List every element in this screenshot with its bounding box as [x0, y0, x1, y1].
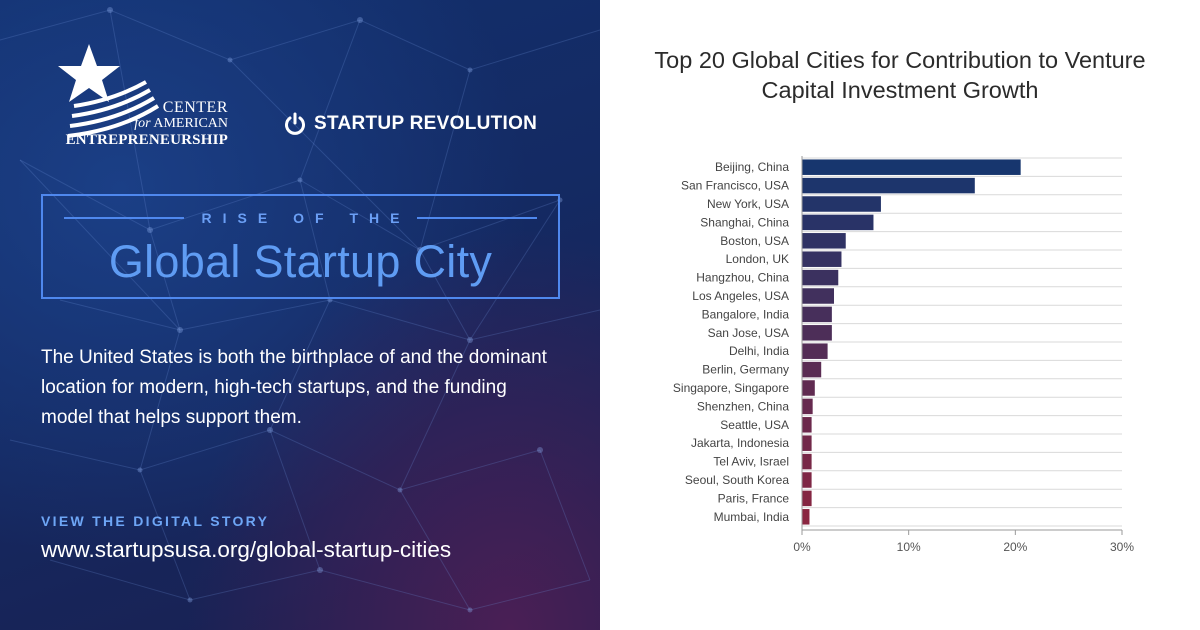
chart-title: Top 20 Global Cities for Contribution to…	[654, 47, 1146, 103]
category-label: Beijing, China	[715, 160, 789, 174]
category-label: Bangalore, India	[702, 307, 790, 321]
category-label: Los Angeles, USA	[692, 289, 789, 303]
bar	[802, 398, 813, 415]
bar	[802, 343, 828, 359]
x-tick-label: 20%	[1003, 540, 1027, 554]
category-label: Shanghai, China	[700, 215, 789, 229]
cta-link[interactable]: www.startupsusa.org/global-startup-citie…	[41, 537, 452, 562]
bar	[802, 306, 832, 323]
startup-revolution-label: STARTUP REVOLUTION	[314, 113, 538, 134]
bar	[802, 472, 812, 488]
bar	[802, 233, 846, 249]
bar	[802, 159, 1021, 175]
power-icon	[285, 112, 305, 135]
category-label: Seoul, South Korea	[685, 473, 789, 487]
bar	[802, 509, 810, 525]
bar	[802, 196, 881, 212]
x-tick-label: 0%	[793, 540, 811, 554]
category-label: Hangzhou, China	[696, 271, 789, 285]
category-label: Jakarta, Indonesia	[691, 436, 789, 450]
title-frame: RISE OF THE Global Startup City	[41, 194, 560, 299]
category-label: Delhi, India	[729, 344, 789, 358]
bar	[802, 361, 822, 378]
bar	[802, 380, 815, 396]
bar-chart: Beijing, China San Francisco, USA New York…	[673, 156, 1134, 554]
bar	[802, 435, 812, 451]
category-label: Singapore, Singapore	[673, 381, 789, 395]
bar	[802, 177, 975, 194]
divider-left	[63, 217, 184, 219]
logo-line-entrepreneurship: ENTREPRENEURSHIP	[65, 132, 228, 148]
category-label: Shenzhen, China	[697, 399, 789, 413]
bar	[802, 269, 839, 286]
series-label: RISE OF THE	[201, 210, 411, 226]
series-label-row: RISE OF THE	[43, 210, 558, 226]
intro-text: The United States is both the birthplace…	[41, 347, 547, 428]
star-logo-icon	[58, 44, 160, 138]
category-label: Tel Aviv, Israel	[713, 455, 789, 469]
category-label: Seattle, USA	[720, 418, 789, 432]
category-label: San Francisco, USA	[681, 179, 789, 193]
bar	[802, 490, 812, 507]
center-logo-text: CENTER for AMERICAN ENTREPRENEURSHIP	[62, 99, 228, 149]
category-label: Mumbai, India	[714, 510, 790, 524]
bar	[802, 214, 874, 231]
category-label: Boston, USA	[720, 234, 789, 248]
cta-label: VIEW THE DIGITAL STORY	[41, 513, 270, 529]
bar	[802, 288, 834, 304]
bar	[802, 453, 812, 470]
bar	[802, 417, 812, 433]
x-tick-label: 30%	[1110, 540, 1134, 554]
logo-line-american: for AMERICAN	[62, 116, 228, 132]
category-label: London, UK	[726, 252, 789, 266]
divider-right	[417, 217, 538, 219]
logo-line-center: CENTER	[162, 99, 228, 116]
bar	[802, 325, 832, 341]
page-title: Global Startup City	[108, 236, 493, 287]
category-label: Paris, France	[718, 491, 790, 505]
x-tick-label: 10%	[897, 540, 921, 554]
logo-word-for: for	[134, 116, 151, 131]
bar	[802, 251, 842, 267]
logo-word-american: AMERICAN	[153, 116, 228, 131]
category-label: San Jose, USA	[708, 326, 789, 340]
promo-panel: CENTER for AMERICAN ENTREPRENEURSHIP STA…	[0, 0, 600, 630]
category-label: New York, USA	[707, 197, 789, 211]
category-label: Berlin, Germany	[702, 363, 789, 377]
network-background	[0, 7, 600, 613]
startup-revolution-logo: STARTUP REVOLUTION	[284, 112, 537, 136]
